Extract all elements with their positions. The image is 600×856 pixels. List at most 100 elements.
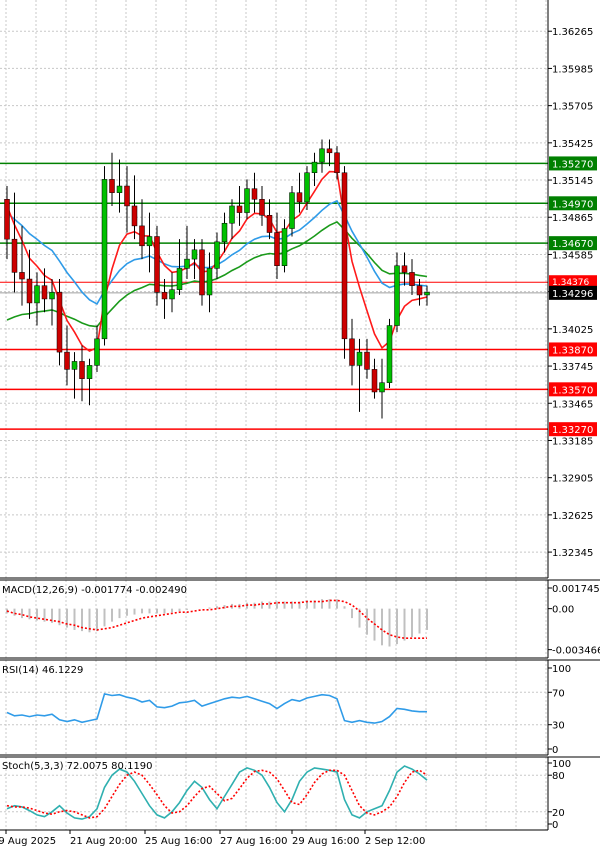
price-tick-label: 1.35425 <box>552 139 593 150</box>
candle-body <box>161 292 168 300</box>
candle-body <box>266 215 273 233</box>
candle-body <box>176 268 183 290</box>
macd-tick-label: 0.00 <box>552 605 574 616</box>
candle-body <box>71 361 78 370</box>
candle-body <box>274 232 280 266</box>
candle-body <box>199 249 205 296</box>
rsi-label: RSI(14) 46.1229 <box>2 665 83 676</box>
secondary-price-label: 1.34376 <box>552 278 589 288</box>
candle-body <box>64 351 70 370</box>
x-tick-label: 29 Aug 16:00 <box>292 836 359 847</box>
candle-body <box>41 285 48 300</box>
candle-body <box>154 236 160 293</box>
candle-body <box>244 188 250 213</box>
candle-body <box>289 192 295 229</box>
macd-signal-line <box>6 599 427 640</box>
price-tick-label: 1.33465 <box>552 399 593 410</box>
x-tick-label: 19 Aug 2025 <box>0 836 56 847</box>
candle-body <box>131 205 138 227</box>
stoch-d-line <box>6 769 428 819</box>
candle-body <box>146 236 153 247</box>
candle-body <box>236 205 243 213</box>
rsi-line <box>6 692 427 724</box>
macd-label: MACD(12,26,9) -0.001774 -0.002490 <box>2 585 187 596</box>
candle-body <box>221 222 228 243</box>
stoch-tick-label: 20 <box>552 808 565 819</box>
candle-body <box>409 272 415 286</box>
candle-body <box>304 172 310 203</box>
stoch-tick-label: 100 <box>552 759 571 770</box>
stoch-tick-label: 80 <box>552 771 565 782</box>
stoch-label: Stoch(5,3,3) 72.0075 80.1190 <box>2 761 153 772</box>
x-tick-label: 21 Aug 20:00 <box>70 836 137 847</box>
candle-body <box>326 148 333 154</box>
candle-body <box>416 285 423 296</box>
candle-body <box>11 238 18 273</box>
candle-body <box>379 382 385 393</box>
level-tag <box>549 422 597 437</box>
current-price-tag <box>549 285 597 300</box>
x-tick-label: 25 Aug 16:00 <box>145 836 212 847</box>
candle-body <box>49 292 55 300</box>
grid-layer <box>0 0 548 830</box>
candle-body <box>26 278 33 304</box>
candle-body <box>424 292 430 296</box>
level-label: 1.35270 <box>552 159 593 170</box>
label-layer: 1.36265 1.35985 1.35705 1.35425 1.35145 1.348… <box>0 27 600 847</box>
candle-body <box>101 179 108 340</box>
level-tag <box>549 236 597 251</box>
candle-body <box>364 351 370 370</box>
candle-body <box>56 292 63 353</box>
price-tick-label: 1.35985 <box>552 64 593 75</box>
price-tick-label: 1.32905 <box>552 474 593 485</box>
stoch-k-line <box>6 765 428 820</box>
candle-body <box>349 338 355 366</box>
candle-body <box>4 199 10 240</box>
current-price-label: 1.34296 <box>552 289 593 300</box>
candle-body <box>311 161 318 173</box>
candle-body <box>341 172 348 340</box>
candle-body <box>296 192 303 203</box>
level-label: 1.33870 <box>552 345 593 356</box>
candle-body <box>386 325 393 383</box>
panel-borders <box>0 0 600 831</box>
price-tick-label: 1.33745 <box>552 362 593 373</box>
level-tag <box>549 382 597 397</box>
level-tag <box>549 156 597 171</box>
candle-body <box>124 185 130 207</box>
level-label: 1.33570 <box>552 385 593 396</box>
secondary-price-tag <box>549 275 597 288</box>
rsi-tick-label: 100 <box>552 664 571 675</box>
candle-body <box>356 351 363 366</box>
price-tick-label: 1.35705 <box>552 102 593 113</box>
candle-body <box>191 249 198 260</box>
price-tick-label: 1.34865 <box>552 213 593 224</box>
candle-body <box>184 258 190 269</box>
candle-body <box>229 205 235 224</box>
candle-body <box>139 225 145 247</box>
candle-body <box>206 268 213 296</box>
candle-body <box>109 179 115 193</box>
candle-body <box>334 152 340 173</box>
series-layer <box>4 139 430 820</box>
macd-tick-label: 0.001745 <box>552 584 600 595</box>
rsi-tick-label: 70 <box>552 688 565 699</box>
level-tag <box>549 196 597 211</box>
candle-body <box>86 365 93 379</box>
x-tick-label: 2 Sep 12:00 <box>365 836 425 847</box>
level-label: 1.33270 <box>552 425 593 436</box>
candle-body <box>394 265 400 326</box>
candle-body <box>34 285 40 304</box>
price-tick-label: 1.34585 <box>552 250 593 261</box>
level-label: 1.34670 <box>552 239 593 250</box>
level-label: 1.34970 <box>552 199 593 210</box>
candle-body <box>79 361 85 379</box>
candle-body <box>251 188 258 200</box>
level-layer <box>0 162 548 430</box>
candle-body <box>371 369 378 393</box>
candle-body <box>259 199 265 216</box>
candle-body <box>116 185 123 193</box>
price-tick-label: 1.33185 <box>552 436 593 447</box>
